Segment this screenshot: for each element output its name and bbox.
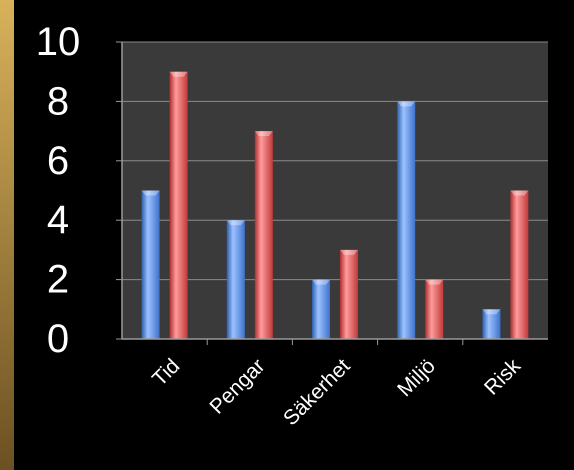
y-tick-label: 10 [36, 20, 81, 64]
plot-area [122, 42, 548, 339]
y-tick-label: 2 [47, 258, 69, 302]
bar-top-cap [397, 101, 416, 107]
bar-top-cap [312, 279, 330, 285]
bar-top-cap [510, 190, 529, 196]
bar-series-2 [169, 71, 188, 339]
bar-series-2 [425, 279, 444, 339]
bar-series-1 [312, 279, 330, 339]
x-tick-label: Tid [148, 354, 184, 390]
x-tick-label: Risk [480, 354, 525, 399]
bar-series-2 [340, 249, 358, 339]
y-tick-label: 6 [47, 139, 69, 183]
y-tick-label: 8 [47, 79, 69, 123]
bar-top-cap [141, 190, 160, 196]
y-tick-label: 0 [47, 317, 69, 361]
bar-top-cap [254, 131, 273, 137]
bar-series-2 [510, 190, 529, 339]
x-tick-label: Pengar [205, 354, 269, 418]
bar-top-cap [226, 220, 245, 226]
x-tick-label: Miljö [393, 354, 440, 401]
bar-top-cap [340, 249, 358, 255]
bar-top-cap [482, 309, 501, 315]
bar-series-2 [254, 131, 273, 339]
bar-series-1 [226, 220, 245, 339]
bar-top-cap [425, 279, 444, 285]
bar-top-cap [169, 71, 188, 77]
bar-series-1 [141, 190, 160, 339]
bar-series-1 [397, 101, 416, 340]
x-tick-label: Säkerhet [279, 354, 355, 430]
y-tick-label: 4 [47, 198, 69, 242]
bar-series-1 [482, 309, 501, 339]
background-strip [0, 0, 14, 470]
